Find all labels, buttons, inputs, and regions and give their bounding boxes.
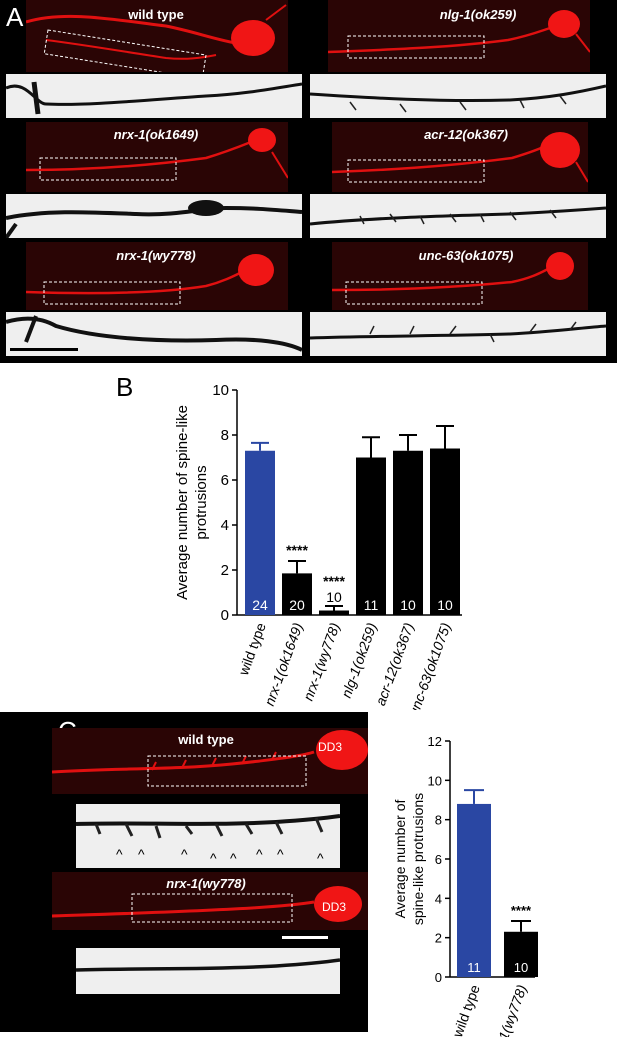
spine-marker-7: ^ <box>277 846 284 862</box>
n-label-5: 10 <box>437 597 453 613</box>
y-tick-label-2: 4 <box>221 517 229 534</box>
n-label-0: 11 <box>467 960 481 975</box>
n-label-0: 24 <box>252 597 268 613</box>
bar-2 <box>319 610 349 615</box>
spine-marker-4: ^ <box>210 850 217 866</box>
spine-marker-6: ^ <box>256 846 263 862</box>
y-tick-label-1: 2 <box>221 562 229 579</box>
panel-c: C wild type DD3 ^ ^ ^ ^ ^ ^ ^ ^ nrx-1(wy… <box>0 712 368 1032</box>
label-nrx-1-ok1649: nrx-1(ok1649) <box>113 127 199 142</box>
n-label-4: 10 <box>400 597 416 613</box>
dd3-label-top: DD3 <box>318 740 343 754</box>
micrograph-gray-c-wild-type <box>76 804 340 868</box>
x-tick-label-1: nrx-1(ok1649) <box>261 621 306 708</box>
bar-0 <box>245 450 275 615</box>
spine-marker-3: ^ <box>181 846 188 862</box>
y-axis-label-line2: protrusions <box>193 465 210 539</box>
y-tick-label-5: 10 <box>428 773 442 788</box>
micrograph-red-nlg-1 <box>328 0 590 72</box>
y-tick-label-0: 0 <box>221 607 229 624</box>
micrograph-gray-nlg-1 <box>310 74 606 118</box>
y-tick-label-4: 8 <box>435 813 442 828</box>
bar-1 <box>282 573 312 615</box>
spine-marker-2: ^ <box>138 846 145 862</box>
label-nlg-1: nlg-1(ok259) <box>439 7 517 22</box>
n-label-2: 10 <box>326 589 342 605</box>
y-axis-label-line1: Average number of spine-like <box>174 405 191 600</box>
n-label-1: 20 <box>289 597 305 613</box>
bar-1 <box>504 931 538 977</box>
micrograph-gray-c-nrx-1 <box>76 948 340 994</box>
x-tick-label-3: nlg-1(ok259) <box>338 621 380 700</box>
spine-marker-8: ^ <box>317 850 324 866</box>
micrograph-red-c-wild-type <box>52 728 368 794</box>
micrograph-red-nrx-1-ok1649 <box>26 122 288 192</box>
significance-2: **** <box>323 573 345 589</box>
panel-a: A wild type nlg-1(ok259) <box>0 0 617 363</box>
significance-1: **** <box>286 542 308 558</box>
n-label-1: 10 <box>514 960 528 975</box>
panel-a-letter: A <box>6 2 24 32</box>
label-nrx-1-wy778: nrx-1(wy778) <box>116 248 196 263</box>
y-tick-label-3: 6 <box>221 472 229 489</box>
x-tick-label-4: acr-12(ok367) <box>372 621 417 708</box>
x-tick-label-1: nrx-1(wy778) <box>487 983 530 1037</box>
micrograph-gray-wild-type <box>6 74 302 118</box>
label-wild-type: wild type <box>128 7 184 22</box>
label-acr-12: acr-12(ok367) <box>424 127 508 142</box>
y-tick-label-1: 2 <box>435 931 442 946</box>
significance-1: **** <box>511 903 532 918</box>
panel-b-letter: B <box>116 372 134 402</box>
chart-c: 0 2 4 6 8 10 12 Average number of spine-like pro… <box>392 734 538 1037</box>
y-tick-label-6: 12 <box>428 734 442 749</box>
micrograph-red-unc-63 <box>332 242 588 310</box>
micrograph-gray-unc-63 <box>310 312 606 356</box>
micrograph-red-c-nrx-1 <box>52 872 368 930</box>
bar-5 <box>430 448 460 615</box>
scale-bar-a <box>10 348 78 351</box>
dd3-label-bottom: DD3 <box>322 900 347 914</box>
y-tick-label-4: 8 <box>221 427 229 444</box>
spine-marker-5: ^ <box>230 850 237 866</box>
micrograph-gray-nrx-1-ok1649 <box>6 194 302 238</box>
micrograph-gray-acr-12 <box>310 194 606 238</box>
micrograph-red-acr-12 <box>332 122 588 192</box>
label-c-nrx-1: nrx-1(wy778) <box>166 876 246 891</box>
n-label-3: 11 <box>364 597 379 613</box>
scale-bar-c-top <box>282 936 328 939</box>
micrograph-red-nrx-1-wy778 <box>26 242 288 310</box>
y-axis-label-line1: Average number of <box>392 799 408 918</box>
y-tick-label-3: 6 <box>435 852 442 867</box>
bar-0 <box>457 803 491 977</box>
x-tick-label-2: nrx-1(wy778) <box>300 621 343 703</box>
y-tick-label-0: 0 <box>435 970 442 985</box>
x-tick-label-0: wild type <box>449 982 483 1037</box>
y-axis-label-line2: spine-like protrusions <box>410 793 426 925</box>
spine-marker-1: ^ <box>116 846 123 862</box>
y-tick-label-5: 10 <box>212 382 229 399</box>
bar-3 <box>356 457 386 615</box>
scale-bar-c-bottom <box>248 998 332 1001</box>
micrograph-red-wild-type <box>26 0 288 72</box>
label-c-wild-type: wild type <box>178 732 234 747</box>
label-unc-63: unc-63(ok1075) <box>418 248 514 263</box>
y-tick-label-2: 4 <box>435 891 442 906</box>
x-tick-label-0: wild type <box>235 620 269 678</box>
bar-4 <box>393 450 423 615</box>
